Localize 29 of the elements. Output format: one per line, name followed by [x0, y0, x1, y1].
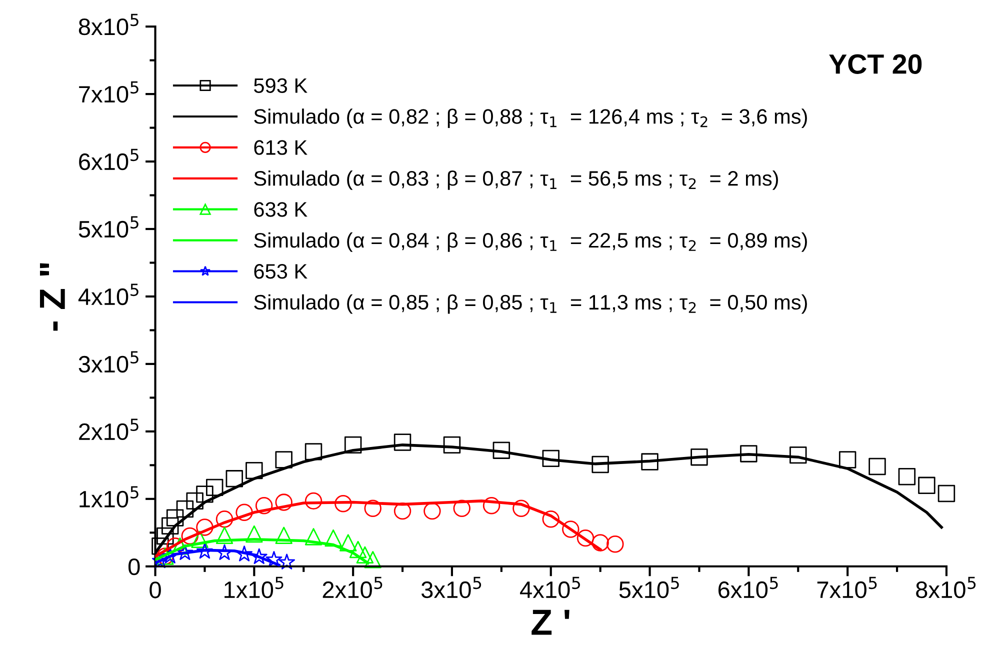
x-tick-label: 4x10$^{5}$ — [520, 576, 580, 598]
legend-label: 613 K — [254, 140, 308, 155]
annotation: YCT 20 — [829, 54, 922, 74]
y-tick-label: 1x10$^{5}$ — [80, 486, 138, 508]
legend-label: 633 K — [254, 202, 308, 217]
legend-label: Simulado (α = 0,83 ; β = 0,87 ; τ$_{1}$ = 56,5 ms ; τ$_{2}$ = 2 ms) — [254, 170, 778, 190]
x-tick-label: 2x10$^{5}$ — [322, 576, 382, 598]
legend-label: Simulado (α = 0,84 ; β = 0,86 ; τ$_{1}$ = 22,5 ms ; τ$_{2}$ = 0,89 ms) — [254, 232, 807, 252]
x-tick-label: 6x10$^{5}$ — [718, 576, 778, 598]
y-tick-label: 2x10$^{5}$ — [79, 418, 138, 440]
x-tick-label: 8x10$^{5}$ — [916, 576, 976, 598]
x-tick-label: 7x10$^{5}$ — [817, 576, 877, 598]
y-tick-label: 3x10$^{5}$ — [78, 351, 138, 373]
legend-label: Simulado (α = 0,85 ; β = 0,85 ; τ$_{1}$ = 11,3 ms ; τ$_{2}$ = 0,50 ms) — [254, 294, 807, 314]
y-axis-title: - Z " — [40, 263, 65, 331]
y-tick-label: 8x10$^{5}$ — [78, 14, 138, 36]
x-tick-label: 5x10$^{5}$ — [619, 576, 679, 598]
y-tick-label: 0 — [128, 558, 140, 576]
x-tick-label: 3x10$^{5}$ — [421, 576, 482, 598]
y-tick-label: 5x10$^{5}$ — [78, 216, 138, 238]
x-axis-title: Z ' — [532, 610, 570, 635]
x-tick-label: 1x10$^{5}$ — [224, 576, 284, 598]
legend-label: 593 K — [254, 78, 308, 94]
y-tick-label: 4x10$^{5}$ — [78, 284, 138, 306]
legend-label: 653 K — [254, 264, 308, 279]
x-tick-label: 0 — [150, 582, 161, 598]
legend-label: Simulado (α = 0,82 ; β = 0,88 ; τ$_{1}$ = 126,4 ms ; τ$_{2}$ = 3,6 ms) — [254, 108, 807, 128]
y-tick-label: 7x10$^{5}$ — [79, 81, 138, 103]
y-tick-label: 6x10$^{5}$ — [79, 148, 138, 170]
